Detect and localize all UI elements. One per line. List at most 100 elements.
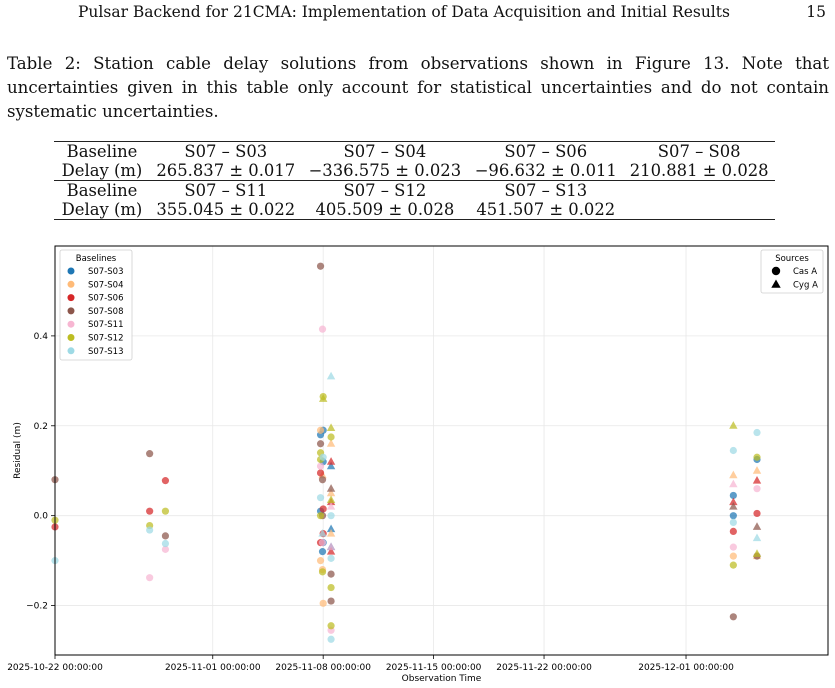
data-point-s07-s12 xyxy=(752,549,762,557)
data-point-s07-s06 xyxy=(729,497,738,506)
legend-marker-s07-s12 xyxy=(67,334,75,341)
data-point-s07-s13 xyxy=(146,526,154,534)
table-cell: S07 – S08 xyxy=(623,141,775,161)
table-cell: S07 – S06 xyxy=(468,141,624,161)
page-number: 15 xyxy=(806,3,826,21)
data-point-s07-s13 xyxy=(752,533,762,542)
table-cell xyxy=(623,180,775,200)
data-point-s07-s12 xyxy=(327,433,335,441)
table-cell: 265.837 ± 0.017 xyxy=(156,161,296,180)
table-cell: S07 – S04 xyxy=(301,141,469,161)
delay-table: Baseline S07 – S03 S07 – S04 S07 – S06 S… xyxy=(54,141,775,220)
legend-marker-s07-s06 xyxy=(67,294,75,302)
legend-marker-s07-s08 xyxy=(67,307,75,315)
table-cell: −96.632 ± 0.011 xyxy=(474,161,617,180)
data-point-s07-s08 xyxy=(316,262,325,270)
y-axis-label: Residual (m) xyxy=(13,422,23,479)
data-point-s07-s11 xyxy=(318,325,327,333)
y-tick-label: −0.2 xyxy=(26,602,48,612)
data-point-s07-s03 xyxy=(729,491,737,500)
data-point-s07-s12 xyxy=(753,453,761,461)
data-point-s07-s08 xyxy=(316,440,325,448)
data-point-s07-s06 xyxy=(326,457,336,465)
legend-label-s07-s13: S07-S13 xyxy=(88,347,124,357)
data-point-s07-s13 xyxy=(729,446,737,455)
table-cell: Delay (m) xyxy=(61,161,143,180)
data-point-s07-s04 xyxy=(729,470,738,479)
table-cell: 451.507 ± 0.022 xyxy=(468,200,624,220)
data-point-s07-s08 xyxy=(146,450,154,458)
data-point-s07-s06 xyxy=(729,527,737,536)
x-tick-label: 2025-10-22 00:00:00 xyxy=(7,663,103,673)
legend-marker-s07-s13 xyxy=(67,347,75,355)
residual-scatter-chart: 2025-10-22 00:00:00 2025-11-01 00:00:00 20… xyxy=(7,245,829,684)
running-head: Pulsar Backend for 21CMA: Implementation… xyxy=(78,3,826,27)
x-tick-label: 2025-11-22 00:00:00 xyxy=(496,663,592,673)
data-point-s07-s13 xyxy=(729,518,737,527)
table-cell: S07 – S03 xyxy=(150,141,302,161)
data-point-s07-s13 xyxy=(161,539,170,548)
data-point-s07-s08 xyxy=(326,484,336,492)
data-point-s07-s12 xyxy=(729,561,737,569)
legend-label-s07-s08: S07-S08 xyxy=(88,307,124,317)
table-cell: Baseline xyxy=(54,180,150,200)
data-point-s07-s13 xyxy=(327,554,335,562)
table-cell xyxy=(623,200,775,220)
data-point-s07-s04 xyxy=(319,599,327,607)
running-title: Pulsar Backend for 21CMA: Implementation… xyxy=(78,3,730,21)
x-tick-label: 2025-11-08 00:00:00 xyxy=(275,663,371,673)
y-tick-label: 0.2 xyxy=(34,422,48,432)
legend-label-s07-s11: S07-S11 xyxy=(88,320,124,330)
data-point-s07-s13 xyxy=(327,635,335,643)
table-cell: S07 – S13 xyxy=(468,180,624,200)
baselines-legend-title: Baselines xyxy=(76,254,117,264)
baselines-legend xyxy=(59,249,133,361)
table-cell: −336.575 ± 0.023 xyxy=(308,161,462,180)
y-tick-label: 0.4 xyxy=(34,332,49,342)
x-axis-label: Observation Time xyxy=(402,674,482,684)
data-point-s07-s12 xyxy=(161,507,170,515)
data-point-s07-s06 xyxy=(316,469,325,477)
table-cell: S07 – S12 xyxy=(301,180,469,200)
data-point-s07-s13 xyxy=(753,428,761,437)
source-marker-circle xyxy=(771,266,781,276)
x-tick-label: 2025-12-01 00:00:00 xyxy=(638,663,734,673)
legend-marker-s07-s04 xyxy=(67,280,75,288)
data-point-s07-s04 xyxy=(326,488,336,497)
data-point-s07-s06 xyxy=(161,477,170,485)
data-point-s07-s08 xyxy=(327,597,335,605)
legend-marker-s07-s03 xyxy=(67,267,75,275)
source-marker-triangle xyxy=(771,279,781,288)
data-point-s07-s11 xyxy=(161,545,170,553)
data-point-s07-s06 xyxy=(752,476,762,484)
legend-marker-s07-s11 xyxy=(67,320,75,328)
data-point-s07-s12 xyxy=(316,512,325,520)
legend-label-s07-s06: S07-S06 xyxy=(88,294,124,304)
data-point-s07-s08 xyxy=(729,502,738,510)
data-point-s07-s12 xyxy=(327,583,335,592)
data-point-s07-s08 xyxy=(752,522,762,530)
x-tick-label: 2025-11-15 00:00:00 xyxy=(386,663,482,673)
table-cell: Baseline xyxy=(54,141,150,161)
data-point-s07-s08 xyxy=(327,570,335,578)
data-point-s07-s13 xyxy=(327,512,335,520)
data-point-s07-s13 xyxy=(319,453,327,461)
data-point-s07-s13 xyxy=(318,529,327,537)
data-point-s07-s11 xyxy=(318,539,327,547)
table-caption: Table 2: Station cable delay solutions f… xyxy=(7,54,829,121)
table-cell: 355.045 ± 0.022 xyxy=(150,200,302,220)
data-point-s07-s11 xyxy=(316,462,325,470)
data-point-s07-s12 xyxy=(327,622,335,630)
table-cell: 210.881 ± 0.028 xyxy=(629,161,769,180)
table-cell: 405.509 ± 0.028 xyxy=(301,200,469,220)
data-point-s07-s04 xyxy=(752,466,762,474)
data-point-s07-s08 xyxy=(161,532,170,540)
data-point-s07-s04 xyxy=(326,529,336,537)
y-tick-label: 0.0 xyxy=(34,512,49,522)
x-tick-label: 2025-11-01 00:00:00 xyxy=(165,663,261,673)
data-point-s07-s08 xyxy=(318,476,327,484)
sources-legend-title: Sources xyxy=(775,254,809,264)
plot-frame xyxy=(54,245,829,656)
legend-label-s07-s12: S07-S12 xyxy=(88,334,124,344)
data-point-s07-s13 xyxy=(326,371,336,380)
